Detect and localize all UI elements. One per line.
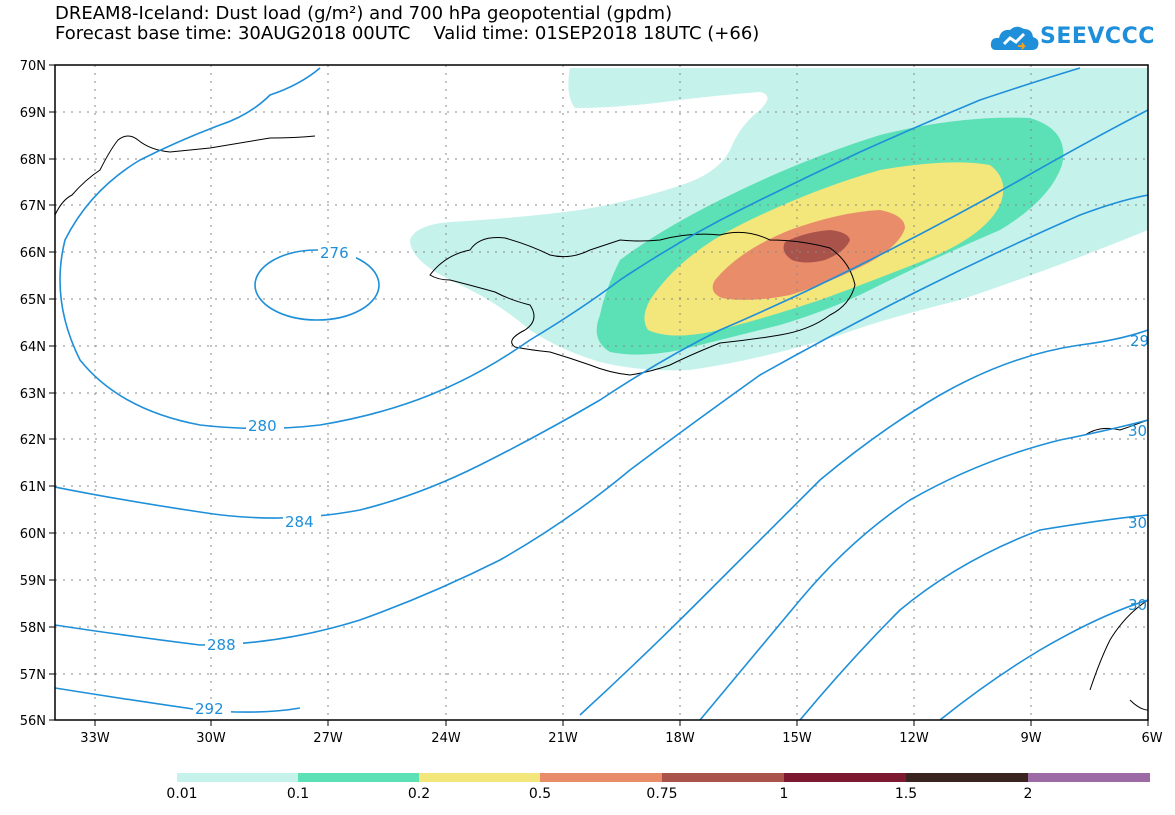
lon-label-30w: 30W bbox=[196, 731, 226, 746]
lat-label-61n: 61N bbox=[20, 480, 46, 495]
legend-swatch-0 bbox=[177, 773, 298, 782]
contour-label-284: 284 bbox=[285, 513, 314, 531]
contour-label-292: 292 bbox=[195, 700, 224, 718]
logo-text: SEEVCCC bbox=[1040, 24, 1155, 49]
legend-label-0: 0.01 bbox=[166, 786, 197, 802]
grid-lines bbox=[55, 65, 1148, 720]
map-subtitle: Forecast base time: 30AUG2018 00UTC Vali… bbox=[55, 23, 760, 44]
contour-label-276: 276 bbox=[320, 244, 349, 262]
legend-label-5: 1 bbox=[780, 786, 789, 802]
lon-label-9w: 9W bbox=[1020, 731, 1041, 746]
contour-labels: 276 280 284 288 292 29 30 30 30 bbox=[193, 243, 1149, 718]
lon-label-21w: 21W bbox=[548, 731, 578, 746]
legend-label-1: 0.1 bbox=[287, 786, 309, 802]
colorbar-legend bbox=[177, 773, 1150, 782]
legend-swatch-2 bbox=[419, 773, 540, 782]
lon-label-12w: 12W bbox=[899, 731, 929, 746]
legend-label-2: 0.2 bbox=[408, 786, 430, 802]
lat-label-68n: 68N bbox=[20, 153, 46, 168]
lat-label-60n: 60N bbox=[20, 527, 46, 542]
legend-label-3: 0.5 bbox=[529, 786, 551, 802]
legend-swatch-6 bbox=[906, 773, 1028, 782]
lat-label-70n: 70N bbox=[20, 59, 46, 74]
lat-label-59n: 59N bbox=[20, 574, 46, 589]
lon-label-15w: 15W bbox=[782, 731, 812, 746]
contour-label-288: 288 bbox=[207, 636, 236, 654]
lat-label-64n: 64N bbox=[20, 340, 46, 355]
contour-296 bbox=[699, 419, 1148, 720]
contour-280 bbox=[59, 67, 1081, 430]
greenland-coast bbox=[55, 135, 316, 216]
lon-label-33w: 33W bbox=[80, 731, 110, 746]
lon-label-27w: 27W bbox=[313, 731, 343, 746]
lat-label-63n: 63N bbox=[20, 387, 46, 402]
lon-label-6w: 6W bbox=[1141, 731, 1162, 746]
lat-label-56n: 56N bbox=[20, 714, 46, 729]
contour-284 bbox=[55, 109, 1148, 519]
contour-276 bbox=[254, 249, 380, 321]
contour-label-30b: 30 bbox=[1128, 514, 1147, 532]
contour-label-29: 29 bbox=[1130, 332, 1149, 350]
contour-label-30a: 30 bbox=[1128, 422, 1147, 440]
scotland-coast-2 bbox=[1089, 599, 1148, 711]
contour-label-30c: 30 bbox=[1128, 596, 1147, 614]
contour-304 bbox=[939, 599, 1148, 720]
map-title: DREAM8-Iceland: Dust load (g/m²) and 700… bbox=[55, 3, 673, 24]
geopotential-contours bbox=[55, 67, 1148, 720]
lon-label-18w: 18W bbox=[665, 731, 695, 746]
lat-label-58n: 58N bbox=[20, 621, 46, 636]
legend-swatch-7 bbox=[1028, 773, 1150, 782]
contour-label-280: 280 bbox=[248, 417, 277, 435]
legend-swatch-4 bbox=[662, 773, 784, 782]
scotland-coast bbox=[1084, 419, 1148, 436]
lat-label-66n: 66N bbox=[20, 246, 46, 261]
legend-label-7: 2 bbox=[1024, 786, 1033, 802]
cloud-icon bbox=[990, 26, 1039, 50]
tick-marks bbox=[49, 64, 1149, 726]
legend-swatch-3 bbox=[540, 773, 662, 782]
contour-292 bbox=[55, 329, 1148, 716]
lon-label-24w: 24W bbox=[431, 731, 461, 746]
legend-label-4: 0.75 bbox=[646, 786, 677, 802]
lat-label-57n: 57N bbox=[20, 668, 46, 683]
lat-label-69n: 69N bbox=[20, 106, 46, 121]
iceland-coast bbox=[429, 231, 856, 376]
lat-label-62n: 62N bbox=[20, 433, 46, 448]
lat-label-65n: 65N bbox=[20, 293, 46, 308]
legend-swatch-5 bbox=[784, 773, 906, 782]
contour-300 bbox=[799, 514, 1148, 720]
legend-swatch-1 bbox=[298, 773, 419, 782]
contour-288 bbox=[55, 194, 1148, 646]
legend-label-6: 1.5 bbox=[895, 786, 917, 802]
lat-label-67n: 67N bbox=[20, 199, 46, 214]
dust-area-0-75 bbox=[783, 230, 850, 263]
coastlines bbox=[55, 135, 1148, 711]
